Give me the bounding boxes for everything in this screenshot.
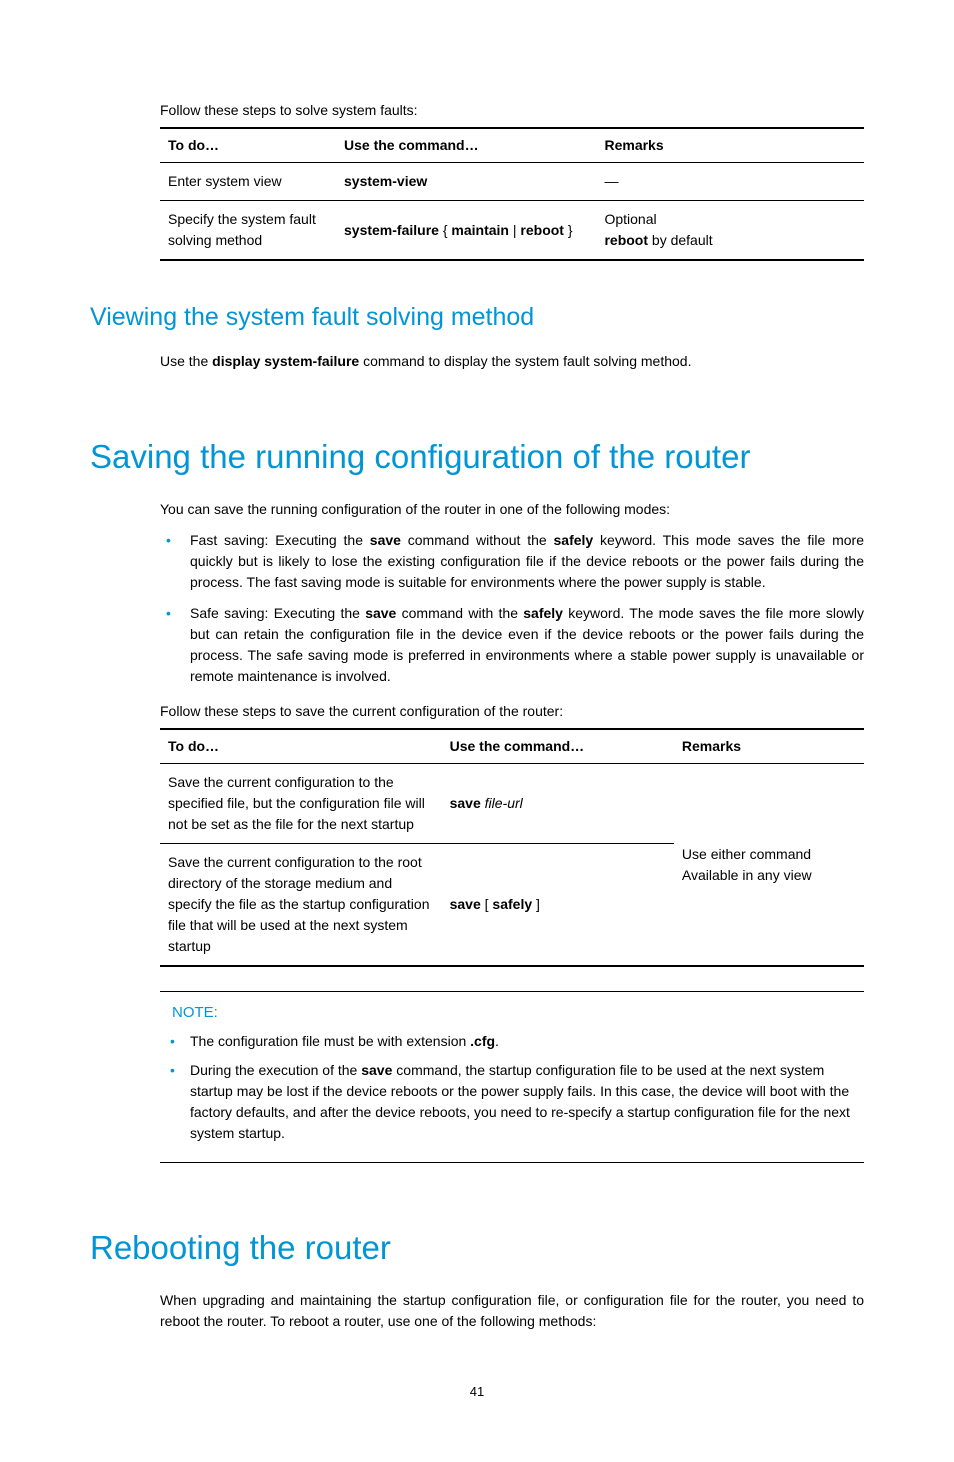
note-label: NOTE:	[160, 1002, 864, 1025]
intro-text-2: Follow these steps to save the current c…	[160, 701, 864, 722]
bullet-list-saving-modes: Fast saving: Executing the save command …	[160, 530, 864, 687]
heading-saving-config: Saving the running configuration of the …	[90, 432, 864, 482]
cell-cmd: system-failure { maintain | reboot }	[336, 201, 596, 261]
heading-rebooting-router: Rebooting the router	[90, 1223, 864, 1273]
table-header: To do…	[160, 128, 336, 163]
cell-remarks: —	[596, 163, 864, 201]
table-header: Use the command…	[442, 729, 674, 764]
note-box: NOTE: The configuration file must be wit…	[160, 991, 864, 1163]
cell-todo: Specify the system fault solving method	[160, 201, 336, 261]
table-row: Specify the system fault solving method …	[160, 201, 864, 261]
note-bullet-list: The configuration file must be with exte…	[160, 1031, 864, 1144]
table-row: Enter system view system-view —	[160, 163, 864, 201]
cell-remarks: Optionalreboot by default	[596, 201, 864, 261]
table-system-faults: To do… Use the command… Remarks Enter sy…	[160, 127, 864, 261]
cell-todo: Save the current configuration to the ro…	[160, 844, 442, 967]
page-number: 41	[90, 1382, 864, 1402]
table-header: Use the command…	[336, 128, 596, 163]
list-item: Fast saving: Executing the save command …	[160, 530, 864, 593]
paragraph: You can save the running configuration o…	[160, 499, 864, 520]
cell-cmd: save file-url	[442, 764, 674, 844]
cell-todo: Enter system view	[160, 163, 336, 201]
list-item: Safe saving: Executing the save command …	[160, 603, 864, 687]
intro-text-1: Follow these steps to solve system fault…	[160, 100, 864, 121]
table-header: Remarks	[596, 128, 864, 163]
cell-remarks: Use either commandAvailable in any view	[674, 764, 864, 967]
table-save-config: To do… Use the command… Remarks Save the…	[160, 728, 864, 967]
paragraph: When upgrading and maintaining the start…	[160, 1290, 864, 1332]
paragraph: Use the display system-failure command t…	[160, 351, 864, 372]
table-header: To do…	[160, 729, 442, 764]
table-row: Save the current configuration to the sp…	[160, 764, 864, 844]
cell-todo: Save the current configuration to the sp…	[160, 764, 442, 844]
list-item: The configuration file must be with exte…	[160, 1031, 864, 1052]
table-header: Remarks	[674, 729, 864, 764]
cell-cmd: system-view	[336, 163, 596, 201]
list-item: During the execution of the save command…	[160, 1060, 864, 1144]
heading-viewing-method: Viewing the system fault solving method	[90, 299, 864, 337]
cell-cmd: save [ safely ]	[442, 844, 674, 967]
